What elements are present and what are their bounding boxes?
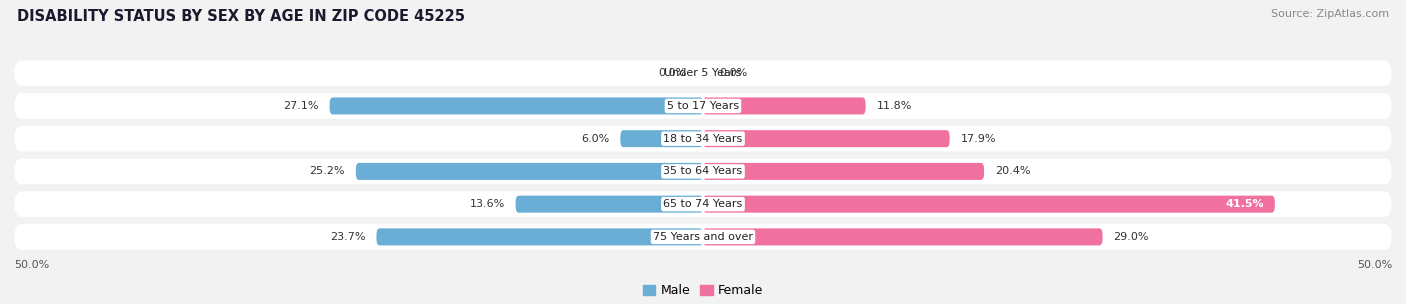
Text: 17.9%: 17.9% <box>960 134 997 144</box>
Text: 27.1%: 27.1% <box>283 101 319 111</box>
Text: 35 to 64 Years: 35 to 64 Years <box>664 166 742 176</box>
Text: Under 5 Years: Under 5 Years <box>665 68 741 78</box>
FancyBboxPatch shape <box>703 163 984 180</box>
FancyBboxPatch shape <box>14 159 1392 184</box>
FancyBboxPatch shape <box>14 224 1392 250</box>
FancyBboxPatch shape <box>516 196 703 213</box>
Text: DISABILITY STATUS BY SEX BY AGE IN ZIP CODE 45225: DISABILITY STATUS BY SEX BY AGE IN ZIP C… <box>17 9 465 24</box>
Text: 41.5%: 41.5% <box>1225 199 1264 209</box>
Text: 13.6%: 13.6% <box>470 199 505 209</box>
FancyBboxPatch shape <box>14 192 1392 217</box>
Text: 11.8%: 11.8% <box>876 101 912 111</box>
FancyBboxPatch shape <box>703 97 866 114</box>
Text: 6.0%: 6.0% <box>581 134 609 144</box>
Text: 0.0%: 0.0% <box>658 68 686 78</box>
Text: 25.2%: 25.2% <box>309 166 344 176</box>
FancyBboxPatch shape <box>14 60 1392 86</box>
FancyBboxPatch shape <box>703 196 1275 213</box>
FancyBboxPatch shape <box>703 228 1102 245</box>
FancyBboxPatch shape <box>703 130 949 147</box>
FancyBboxPatch shape <box>14 93 1392 119</box>
Text: 0.0%: 0.0% <box>720 68 748 78</box>
Text: 50.0%: 50.0% <box>1357 261 1392 271</box>
Text: Source: ZipAtlas.com: Source: ZipAtlas.com <box>1271 9 1389 19</box>
FancyBboxPatch shape <box>14 126 1392 151</box>
Text: 65 to 74 Years: 65 to 74 Years <box>664 199 742 209</box>
FancyBboxPatch shape <box>356 163 703 180</box>
Legend: Male, Female: Male, Female <box>638 279 768 302</box>
FancyBboxPatch shape <box>620 130 703 147</box>
FancyBboxPatch shape <box>377 228 703 245</box>
Text: 20.4%: 20.4% <box>995 166 1031 176</box>
Text: 50.0%: 50.0% <box>14 261 49 271</box>
Text: 75 Years and over: 75 Years and over <box>652 232 754 242</box>
Text: 5 to 17 Years: 5 to 17 Years <box>666 101 740 111</box>
Text: 23.7%: 23.7% <box>330 232 366 242</box>
Text: 29.0%: 29.0% <box>1114 232 1149 242</box>
FancyBboxPatch shape <box>329 97 703 114</box>
Text: 18 to 34 Years: 18 to 34 Years <box>664 134 742 144</box>
